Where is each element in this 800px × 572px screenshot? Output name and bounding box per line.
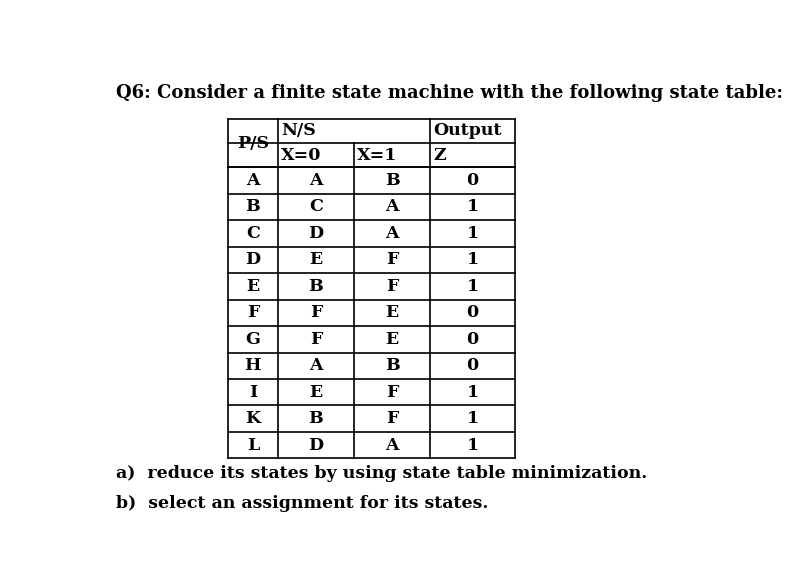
Text: 0: 0 bbox=[466, 358, 478, 374]
Text: X=0: X=0 bbox=[281, 146, 322, 164]
Text: 1: 1 bbox=[466, 410, 478, 427]
Text: Output: Output bbox=[433, 122, 502, 140]
Text: 1: 1 bbox=[466, 278, 478, 295]
Text: B: B bbox=[385, 358, 399, 374]
Text: 1: 1 bbox=[466, 436, 478, 454]
Text: A: A bbox=[310, 172, 322, 189]
Text: 0: 0 bbox=[466, 331, 478, 348]
Text: F: F bbox=[386, 410, 398, 427]
Text: E: E bbox=[310, 252, 322, 268]
Text: D: D bbox=[246, 252, 261, 268]
Text: H: H bbox=[245, 358, 261, 374]
Text: F: F bbox=[386, 252, 398, 268]
Text: B: B bbox=[385, 172, 399, 189]
Text: F: F bbox=[386, 278, 398, 295]
Text: A: A bbox=[386, 225, 399, 242]
Text: K: K bbox=[246, 410, 261, 427]
Text: b)  select an assignment for its states.: b) select an assignment for its states. bbox=[115, 495, 488, 512]
Text: B: B bbox=[246, 198, 260, 216]
Text: B: B bbox=[309, 410, 323, 427]
Text: A: A bbox=[246, 172, 259, 189]
Text: 0: 0 bbox=[466, 172, 478, 189]
Text: E: E bbox=[310, 384, 322, 401]
Text: F: F bbox=[310, 331, 322, 348]
Text: E: E bbox=[386, 331, 398, 348]
Text: A: A bbox=[386, 198, 399, 216]
Text: G: G bbox=[246, 331, 260, 348]
Text: 1: 1 bbox=[466, 225, 478, 242]
Text: F: F bbox=[310, 304, 322, 321]
Text: P/S: P/S bbox=[237, 134, 269, 152]
Text: 1: 1 bbox=[466, 384, 478, 401]
Text: a)  reduce its states by using state table minimization.: a) reduce its states by using state tabl… bbox=[115, 465, 646, 482]
Text: E: E bbox=[246, 278, 259, 295]
Text: 1: 1 bbox=[466, 198, 478, 216]
Text: F: F bbox=[386, 384, 398, 401]
Text: X=1: X=1 bbox=[357, 146, 398, 164]
Text: Q6: Consider a finite state machine with the following state table:: Q6: Consider a finite state machine with… bbox=[115, 84, 782, 102]
Text: A: A bbox=[386, 436, 399, 454]
Text: Z: Z bbox=[433, 146, 446, 164]
Text: 0: 0 bbox=[466, 304, 478, 321]
Text: E: E bbox=[386, 304, 398, 321]
Text: 1: 1 bbox=[466, 252, 478, 268]
Text: F: F bbox=[246, 304, 259, 321]
Text: C: C bbox=[309, 198, 323, 216]
Text: C: C bbox=[246, 225, 260, 242]
Text: D: D bbox=[309, 436, 323, 454]
Text: A: A bbox=[310, 358, 322, 374]
Text: D: D bbox=[309, 225, 323, 242]
Text: I: I bbox=[249, 384, 257, 401]
Text: L: L bbox=[246, 436, 259, 454]
Text: B: B bbox=[309, 278, 323, 295]
Text: N/S: N/S bbox=[281, 122, 316, 140]
